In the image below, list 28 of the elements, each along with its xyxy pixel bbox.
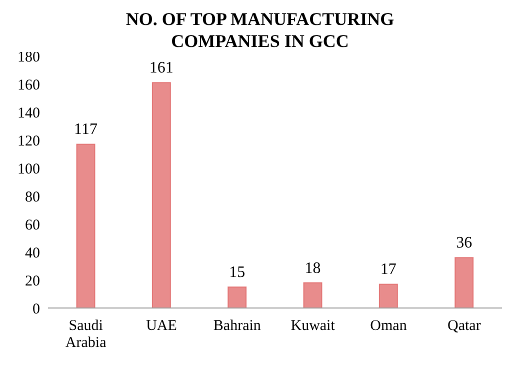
x-tick-label: Kuwait <box>290 318 336 334</box>
data-label: 17 <box>380 261 396 278</box>
chart-title: NO. OF TOP MANUFACTURING COMPANIES IN GCC <box>124 8 396 52</box>
y-tick-label: 140 <box>18 105 40 122</box>
y-tick-label: 0 <box>32 301 40 318</box>
y-tick-label: 80 <box>25 189 40 206</box>
data-label: 15 <box>229 264 246 281</box>
bar <box>378 284 398 308</box>
y-tick-label: 100 <box>18 161 40 178</box>
x-tick-label: Saudi Arabia <box>65 318 107 351</box>
data-label: 117 <box>74 121 98 138</box>
y-tick-label: 60 <box>25 217 40 234</box>
bar <box>454 257 474 308</box>
data-label: 18 <box>304 260 321 277</box>
y-tick-label: 120 <box>18 133 40 150</box>
bar <box>76 144 96 308</box>
x-tick-label: Oman <box>370 318 408 334</box>
y-tick-label: 160 <box>18 77 40 94</box>
x-tick-label: Bahrain <box>213 318 262 334</box>
y-tick-label: 20 <box>25 273 40 290</box>
bar <box>303 282 322 308</box>
data-label: 36 <box>456 234 472 252</box>
y-tick-label: 40 <box>25 245 40 262</box>
x-tick-label: Qatar <box>448 318 481 334</box>
bar <box>228 286 247 308</box>
bar <box>152 82 171 308</box>
data-label: 161 <box>149 60 174 77</box>
x-tick-label: UAE <box>146 318 177 334</box>
